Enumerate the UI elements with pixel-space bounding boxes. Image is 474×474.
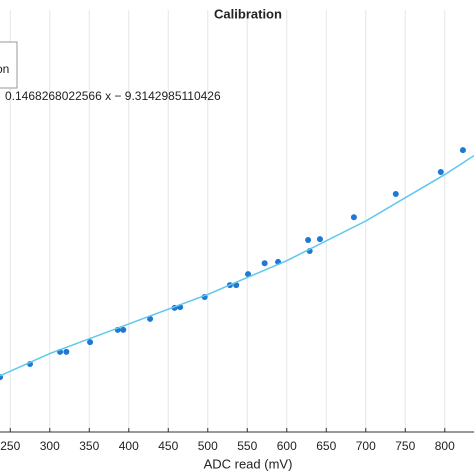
x-tick-label: 650 — [316, 439, 336, 453]
x-tick-label: 400 — [119, 439, 139, 453]
data-point — [63, 348, 70, 355]
data-point — [305, 236, 312, 243]
data-point — [120, 326, 127, 333]
data-point — [392, 190, 399, 197]
x-tick-label: 550 — [237, 439, 257, 453]
data-point — [459, 147, 466, 154]
fit-equation: 0.1468268022566 x − 9.3142985110426 — [5, 89, 221, 103]
data-point — [350, 214, 357, 221]
legend-label: on — [0, 62, 9, 76]
x-tick-label: 500 — [198, 439, 218, 453]
legend-box — [0, 41, 18, 89]
x-tick-label: 300 — [40, 439, 60, 453]
x-tick-label: 600 — [277, 439, 297, 453]
x-tick-label: 800 — [435, 439, 455, 453]
data-point — [87, 339, 94, 346]
data-point — [437, 169, 444, 176]
x-tick-label: 750 — [395, 439, 415, 453]
x-tick-label: 700 — [356, 439, 376, 453]
x-axis-label: ADC read (mV) — [204, 456, 293, 471]
chart-title: Calibration — [214, 6, 282, 21]
data-point — [316, 236, 323, 243]
fit-line — [0, 154, 474, 377]
data-point — [261, 260, 268, 267]
data-point — [147, 315, 154, 322]
x-tick-label: 250 — [0, 439, 20, 453]
data-point — [245, 271, 252, 278]
x-tick-label: 350 — [79, 439, 99, 453]
x-tick-label: 450 — [158, 439, 178, 453]
